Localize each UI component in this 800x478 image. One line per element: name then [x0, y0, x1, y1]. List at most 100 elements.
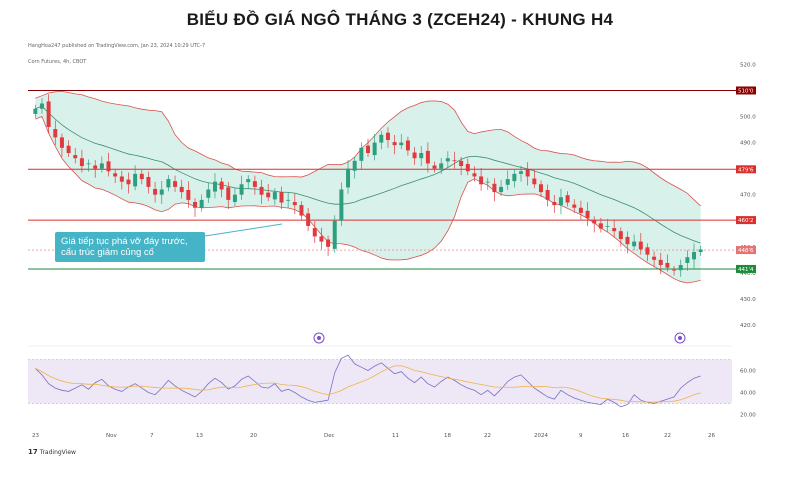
candle: [652, 251, 657, 268]
candle: [585, 202, 590, 226]
candle: [366, 138, 370, 157]
candle: [538, 180, 543, 198]
date-tick-label: 13: [196, 433, 203, 439]
candle: [479, 167, 484, 191]
candle-body: [379, 134, 384, 143]
candle-body: [226, 187, 231, 200]
candle: [332, 215, 337, 253]
candle-body: [59, 137, 64, 148]
candle-body: [479, 176, 484, 185]
candle: [133, 165, 138, 191]
candle: [678, 259, 683, 277]
candle-body: [326, 239, 331, 247]
level-badge: [736, 216, 756, 225]
candle: [692, 243, 697, 269]
candle: [266, 184, 271, 202]
candle-body: [272, 192, 277, 200]
candle-body: [266, 192, 271, 198]
candle-body: [206, 189, 211, 198]
candle-body: [232, 194, 237, 202]
candle: [226, 181, 231, 210]
candle-body: [439, 163, 444, 169]
candle: [578, 200, 583, 220]
candle-body: [692, 252, 697, 260]
candle: [598, 217, 603, 233]
candle: [179, 179, 184, 199]
candle: [485, 177, 490, 191]
chart-area[interactable]: HangHoa247 published on TradingView.com,…: [24, 38, 780, 458]
candle: [618, 227, 623, 247]
candle: [139, 169, 144, 185]
date-tick-label: 20: [250, 433, 257, 439]
candle-body: [146, 176, 151, 187]
candle: [239, 175, 244, 200]
candle: [625, 231, 630, 254]
publish-line: HangHoa247 published on TradingView.com,…: [28, 43, 205, 49]
candle: [292, 193, 297, 215]
candle: [79, 149, 84, 173]
level-label: 479'6: [738, 167, 754, 173]
candle: [86, 159, 91, 172]
candle-body: [645, 247, 650, 255]
candle: [252, 175, 257, 195]
candle: [399, 133, 404, 150]
candle: [419, 145, 424, 167]
candle: [519, 165, 524, 182]
price-tick-label: 430.0: [740, 297, 756, 303]
candle-body: [286, 199, 291, 201]
candle-body: [525, 169, 530, 177]
candle-body: [512, 173, 517, 182]
price-chart[interactable]: HangHoa247 published on TradingView.com,…: [24, 38, 780, 458]
candle-body: [685, 257, 690, 263]
candle: [459, 156, 464, 176]
candle: [572, 199, 577, 213]
date-tick-label: 2024: [534, 433, 548, 439]
candle-body: [419, 153, 424, 159]
candle: [499, 179, 504, 196]
candle: [73, 148, 78, 164]
analysis-callout: Giá tiếp tục phá vỡ đáy trước, cấu trúc …: [55, 232, 205, 262]
candle: [259, 179, 264, 204]
event-icon-dot: [317, 336, 321, 340]
candle-body: [119, 176, 124, 182]
candle: [592, 216, 597, 233]
callout-pointer: [191, 223, 283, 239]
candle-body: [405, 140, 410, 151]
candle-body: [319, 236, 324, 242]
candle-body: [73, 155, 78, 159]
date-tick-label: Dec: [324, 433, 335, 439]
date-tick-label: 9: [579, 433, 583, 439]
candle-body: [252, 181, 257, 187]
candle-body: [219, 181, 224, 190]
candle-body: [538, 184, 543, 193]
candle: [59, 133, 64, 157]
candle: [153, 181, 158, 203]
candle: [658, 252, 663, 275]
last-price-label: 448'6: [738, 248, 754, 254]
level-badge: [736, 165, 756, 174]
candle: [512, 169, 517, 188]
candle-body: [246, 179, 251, 183]
candle-body: [99, 163, 104, 169]
candle-body: [372, 142, 377, 156]
rsi-tick-label: 60.00: [740, 369, 756, 375]
candle: [425, 142, 430, 173]
candle-body: [159, 189, 164, 195]
date-tick-label: 23: [32, 433, 39, 439]
candle: [199, 194, 204, 212]
candle-body: [385, 132, 390, 140]
candle-body: [532, 178, 537, 185]
candle: [665, 254, 670, 272]
candle: [39, 98, 44, 114]
candle: [359, 142, 364, 170]
candle-body: [332, 220, 337, 249]
candle: [339, 182, 344, 226]
candle-body: [173, 181, 178, 187]
tradingview-wordmark: TradingView: [39, 449, 76, 456]
candle: [532, 169, 537, 189]
rsi-tick-label: 20.00: [740, 413, 756, 419]
candle-body: [592, 220, 597, 224]
candle-body: [106, 161, 111, 172]
candle-body: [259, 186, 264, 195]
